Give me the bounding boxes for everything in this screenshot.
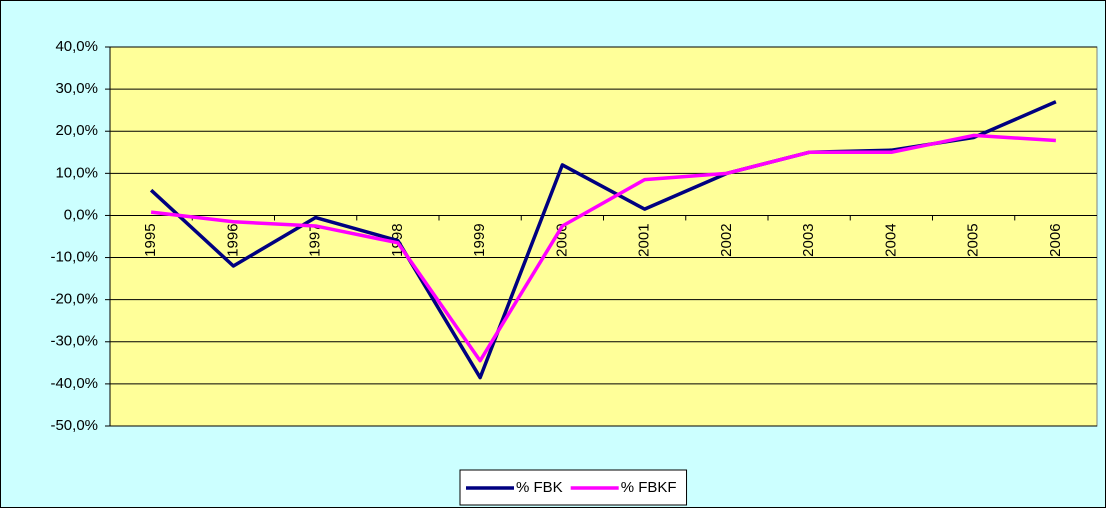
y-tick-label: 0,0% [64, 206, 98, 223]
y-tick-label: -50,0% [50, 417, 98, 434]
y-tick-label: -30,0% [50, 333, 98, 350]
x-tick-label: 2004 [882, 223, 899, 256]
y-tick-label: 20,0% [55, 122, 98, 139]
y-tick-label: 10,0% [55, 164, 98, 181]
y-tick-label: -20,0% [50, 291, 98, 308]
x-tick-label: 1996 [224, 223, 241, 256]
x-tick-label: 2001 [636, 223, 653, 256]
y-tick-label: -40,0% [50, 375, 98, 392]
x-tick-label: 1999 [471, 223, 488, 256]
y-tick-label: 30,0% [55, 80, 98, 97]
x-tick-label: 2003 [800, 223, 817, 256]
data-line [150, 133, 1056, 363]
y-tick-label: 40,0% [55, 38, 98, 55]
y-tick-label: -10,0% [50, 249, 98, 266]
plot-area [109, 46, 1098, 427]
x-tick-label: 2006 [1047, 223, 1064, 256]
legend-label: % FBK [516, 479, 563, 496]
x-tick-label: 1995 [142, 223, 159, 256]
x-tick-label: 2002 [718, 223, 735, 256]
legend: % FBK % FBKF [459, 469, 688, 506]
legend-label: % FBKF [621, 479, 677, 496]
x-tick-label: 1997 [307, 223, 324, 256]
x-tick-label: 2005 [965, 223, 982, 256]
